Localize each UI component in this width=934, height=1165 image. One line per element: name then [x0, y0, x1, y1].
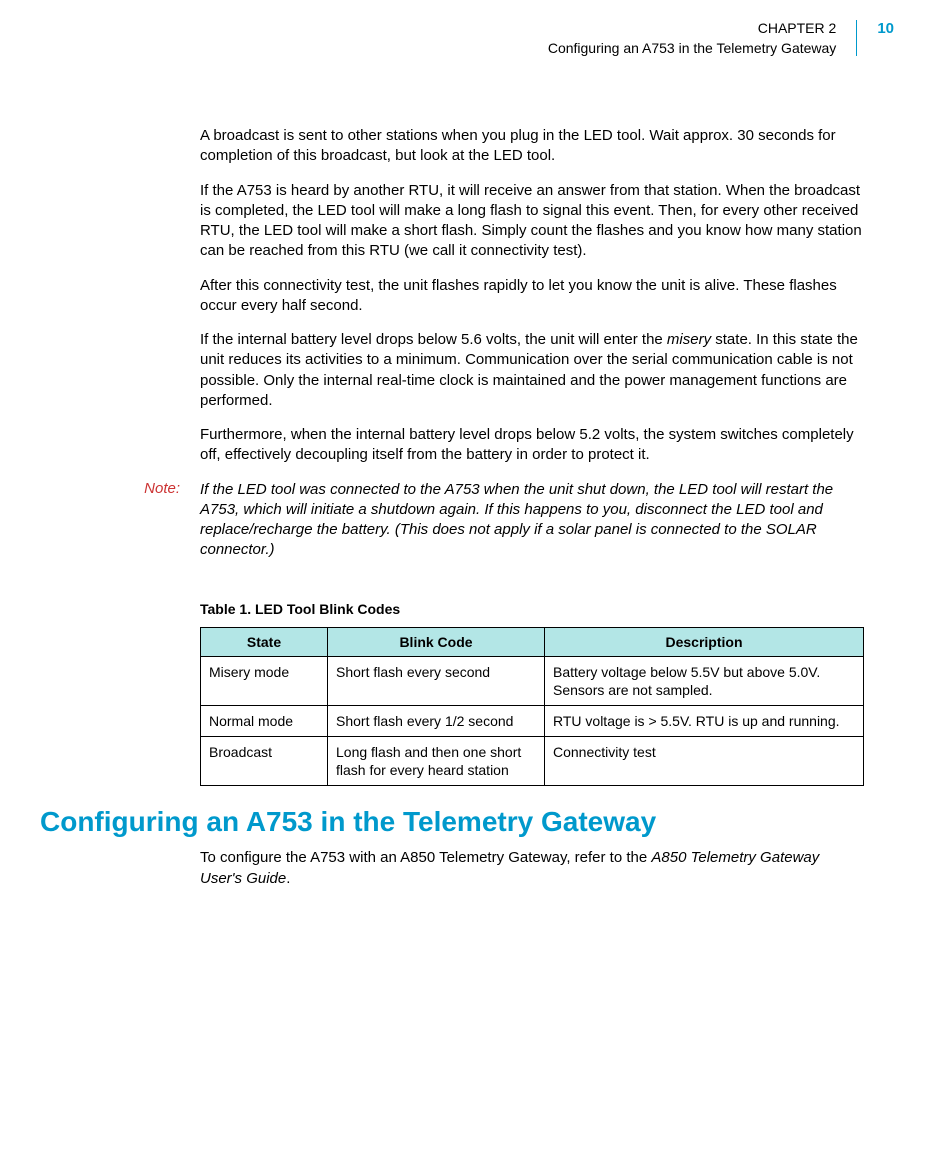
text: .: [286, 870, 290, 887]
note-label: Note:: [100, 480, 180, 561]
table-header-desc: Description: [545, 627, 864, 656]
header-subtitle: Configuring an A753 in the Telemetry Gat…: [548, 40, 836, 56]
table-row: Broadcast Long flash and then one short …: [201, 737, 864, 786]
table-caption: Table 1. LED Tool Blink Codes: [200, 601, 864, 617]
body-content: A broadcast is sent to other stations wh…: [200, 126, 864, 786]
paragraph: A broadcast is sent to other stations wh…: [200, 126, 864, 167]
text: If the internal battery level drops belo…: [200, 331, 667, 348]
reference-paragraph: To configure the A753 with an A850 Telem…: [200, 848, 864, 889]
cell-state: Broadcast: [201, 737, 328, 786]
table-header-code: Blink Code: [328, 627, 545, 656]
section-heading: Configuring an A753 in the Telemetry Gat…: [40, 806, 934, 838]
table-header-state: State: [201, 627, 328, 656]
cell-state: Misery mode: [201, 656, 328, 705]
cell-code: Short flash every 1/2 second: [328, 705, 545, 736]
note-text: If the LED tool was connected to the A75…: [200, 480, 864, 561]
cell-state: Normal mode: [201, 705, 328, 736]
blink-codes-table: State Blink Code Description Misery mode…: [200, 627, 864, 787]
italic-term: misery: [667, 331, 711, 348]
paragraph: After this connectivity test, the unit f…: [200, 276, 864, 317]
text: To configure the A753 with an A850 Telem…: [200, 849, 651, 866]
table-row: Normal mode Short flash every 1/2 second…: [201, 705, 864, 736]
table-row: Misery mode Short flash every second Bat…: [201, 656, 864, 705]
paragraph: If the A753 is heard by another RTU, it …: [200, 181, 864, 262]
cell-desc: RTU voltage is > 5.5V. RTU is up and run…: [545, 705, 864, 736]
header-text: CHAPTER 2 Configuring an A753 in the Tel…: [548, 20, 857, 56]
cell-desc: Battery voltage below 5.5V but above 5.0…: [545, 656, 864, 705]
paragraph: If the internal battery level drops belo…: [200, 330, 864, 411]
cell-code: Long flash and then one short flash for …: [328, 737, 545, 786]
paragraph: Furthermore, when the internal battery l…: [200, 425, 864, 466]
note-block: Note: If the LED tool was connected to t…: [200, 480, 864, 561]
page-number: 10: [877, 20, 894, 37]
chapter-label: CHAPTER 2: [548, 20, 836, 36]
cell-code: Short flash every second: [328, 656, 545, 705]
cell-desc: Connectivity test: [545, 737, 864, 786]
page-header: CHAPTER 2 Configuring an A753 in the Tel…: [0, 0, 934, 66]
